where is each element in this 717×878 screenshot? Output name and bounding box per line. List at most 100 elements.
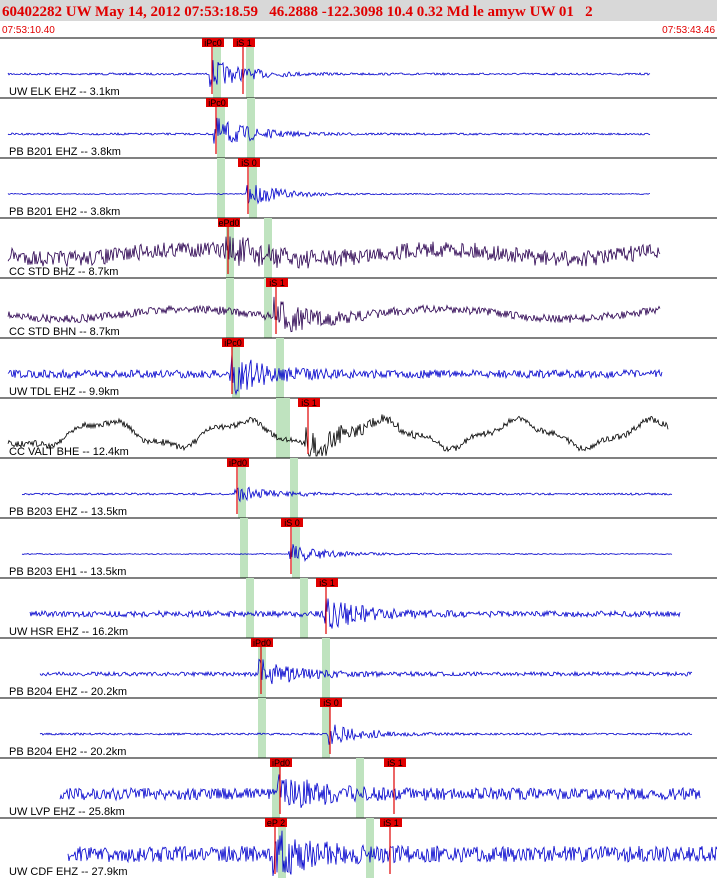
pick-label: iS 0 [284,518,300,528]
waveform [67,830,717,877]
pick-flag [270,758,292,767]
pick-label: ePd0 [218,218,239,228]
waveform [29,595,681,629]
pick-flag [384,758,406,767]
p-window [246,578,254,638]
p-window [276,398,284,458]
waveform [21,486,673,503]
pick-label: iS 1 [301,398,317,408]
trace-panel: iS 1 UW HSR EHZ -- 16.2km [0,577,717,638]
p-window [240,518,248,578]
pick-label: eP 2 [267,818,285,828]
pick-label: iS 1 [319,578,335,588]
s-window [282,398,290,458]
s-window [322,698,330,758]
pick-flag [281,518,303,527]
pick-label: iS 0 [323,698,339,708]
p-window [217,98,225,158]
waveform [7,60,651,88]
trace-panel: eP 2 iS 1 UW CDF EHZ -- 27.9km [0,817,717,878]
s-window [366,818,374,878]
waveform [7,296,661,333]
s-window [290,458,298,518]
p-window [258,698,266,758]
pick-flag [251,638,273,647]
trace-panel: ePd0 CC STD BHZ -- 8.7km [0,217,717,278]
pick-label: iS 1 [236,38,252,48]
s-window [276,338,284,398]
trace-panel: iS 1 CC STD BHN -- 8.7km [0,277,717,338]
waveform [7,236,661,269]
p-window [217,158,225,218]
station-label: UW ELK EHZ -- 3.1km [9,86,120,98]
s-window [246,38,254,98]
waveform [7,414,669,457]
station-label: PB B203 EHZ -- 13.5km [9,506,127,518]
pick-flag [298,398,320,407]
waveform [7,185,650,205]
pick-flag [222,338,244,347]
pick-label: iPc0 [224,338,242,348]
pick-label: iPd0 [272,758,290,768]
pick-label: iPc0 [204,38,222,48]
trace-panel: iPd0 PB B204 EHZ -- 20.2km [0,637,717,698]
pick-label: iS 1 [387,758,403,768]
waveform [7,117,651,144]
station-label: PB B201 EHZ -- 3.8km [9,146,121,158]
pick-flag [238,158,260,167]
trace-panel: iPd0 iS 1 UW LVP EHZ -- 25.8km [0,757,717,818]
station-label: UW TDL EHZ -- 9.9km [9,386,119,398]
header-bar [0,0,717,21]
end-time: 07:53:43.46 [662,25,715,36]
waveform [21,544,673,562]
pick-label: iS 1 [383,818,399,828]
trace-panel: iS 0 PB B203 EH1 -- 13.5km [0,517,717,578]
p-window [278,818,286,878]
start-time: 07:53:10.40 [2,25,55,36]
station-label: CC STD BHZ -- 8.7km [9,266,118,278]
station-label: CC STD BHN -- 8.7km [9,326,120,338]
p-window [238,458,246,518]
pick-flag [206,98,228,107]
pick-label: iPd0 [229,458,247,468]
station-label: PB B204 EH2 -- 20.2km [9,746,126,758]
trace-panel: iPd0 PB B203 EHZ -- 13.5km [0,457,717,518]
pick-flag [266,278,288,287]
waveform [59,774,701,809]
s-window [356,758,364,818]
s-window [249,158,257,218]
pick-flag [202,38,224,47]
event-title: 60402282 UW May 14, 2012 07:53:18.59 46.… [2,4,593,20]
trace-panel: iPc0 iS 1 UW ELK EHZ -- 3.1km [0,37,717,98]
station-label: PB B203 EH1 -- 13.5km [9,566,126,578]
waveform [39,724,693,745]
station-label: PB B201 EH2 -- 3.8km [9,206,120,218]
station-label: UW CDF EHZ -- 27.9km [9,866,128,878]
pick-flag [320,698,342,707]
trace-panel: iPc0 UW TDL EHZ -- 9.9km [0,337,717,398]
s-window [322,638,330,698]
s-window [264,218,272,278]
station-label: CC VALT BHE -- 12.4km [9,446,129,458]
p-window [232,338,240,398]
s-window [300,578,308,638]
pick-flag [380,818,402,827]
p-window [272,758,280,818]
pick-flag [218,218,240,227]
pick-label: iPc0 [208,98,226,108]
s-window [247,98,255,158]
p-window [258,638,266,698]
pick-label: iS 1 [269,278,285,288]
station-label: UW LVP EHZ -- 25.8km [9,806,125,818]
p-window [213,38,221,98]
pick-flag [316,578,338,587]
waveform [7,352,663,396]
pick-flag [265,818,287,827]
pick-flag [233,38,255,47]
trace-panel: iS 0 PB B204 EH2 -- 20.2km [0,697,717,758]
trace-panel: iS 0 PB B201 EH2 -- 3.8km [0,157,717,218]
trace-panel: iPc0 PB B201 EHZ -- 3.8km [0,97,717,158]
station-label: PB B204 EHZ -- 20.2km [9,686,127,698]
pick-label: iS 0 [241,158,257,168]
